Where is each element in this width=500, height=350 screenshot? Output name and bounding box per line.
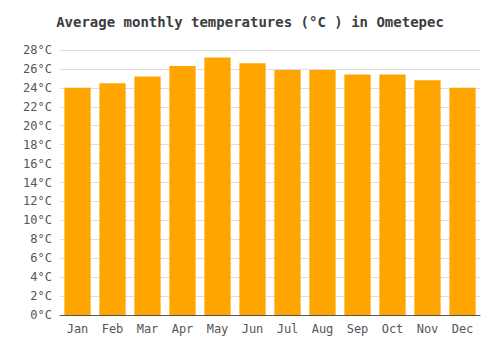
svg-text:Jan: Jan bbox=[67, 322, 89, 336]
svg-text:8°C: 8°C bbox=[30, 232, 52, 246]
svg-text:May: May bbox=[207, 322, 229, 336]
svg-text:Sep: Sep bbox=[347, 322, 369, 336]
svg-text:Oct: Oct bbox=[382, 322, 404, 336]
svg-text:4°C: 4°C bbox=[30, 270, 52, 284]
svg-text:20°C: 20°C bbox=[23, 119, 52, 133]
svg-text:2°C: 2°C bbox=[30, 289, 52, 303]
svg-text:Jun: Jun bbox=[242, 322, 264, 336]
svg-text:Nov: Nov bbox=[417, 322, 439, 336]
svg-text:6°C: 6°C bbox=[30, 251, 52, 265]
svg-text:Feb: Feb bbox=[102, 322, 124, 336]
svg-text:Mar: Mar bbox=[137, 322, 159, 336]
svg-text:28°C: 28°C bbox=[23, 43, 52, 57]
svg-text:26°C: 26°C bbox=[23, 62, 52, 76]
svg-text:14°C: 14°C bbox=[23, 176, 52, 190]
svg-text:16°C: 16°C bbox=[23, 157, 52, 171]
svg-text:0°C: 0°C bbox=[30, 308, 52, 322]
svg-text:Aug: Aug bbox=[312, 322, 334, 336]
svg-text:22°C: 22°C bbox=[23, 100, 52, 114]
svg-text:10°C: 10°C bbox=[23, 213, 52, 227]
svg-text:18°C: 18°C bbox=[23, 138, 52, 152]
svg-text:12°C: 12°C bbox=[23, 194, 52, 208]
svg-text:Apr: Apr bbox=[172, 322, 194, 336]
svg-text:Average monthly temperatures (: Average monthly temperatures (°C ) in Om… bbox=[56, 14, 444, 30]
svg-text:24°C: 24°C bbox=[23, 81, 52, 95]
svg-text:Jul: Jul bbox=[277, 322, 299, 336]
svg-text:Dec: Dec bbox=[452, 322, 474, 336]
